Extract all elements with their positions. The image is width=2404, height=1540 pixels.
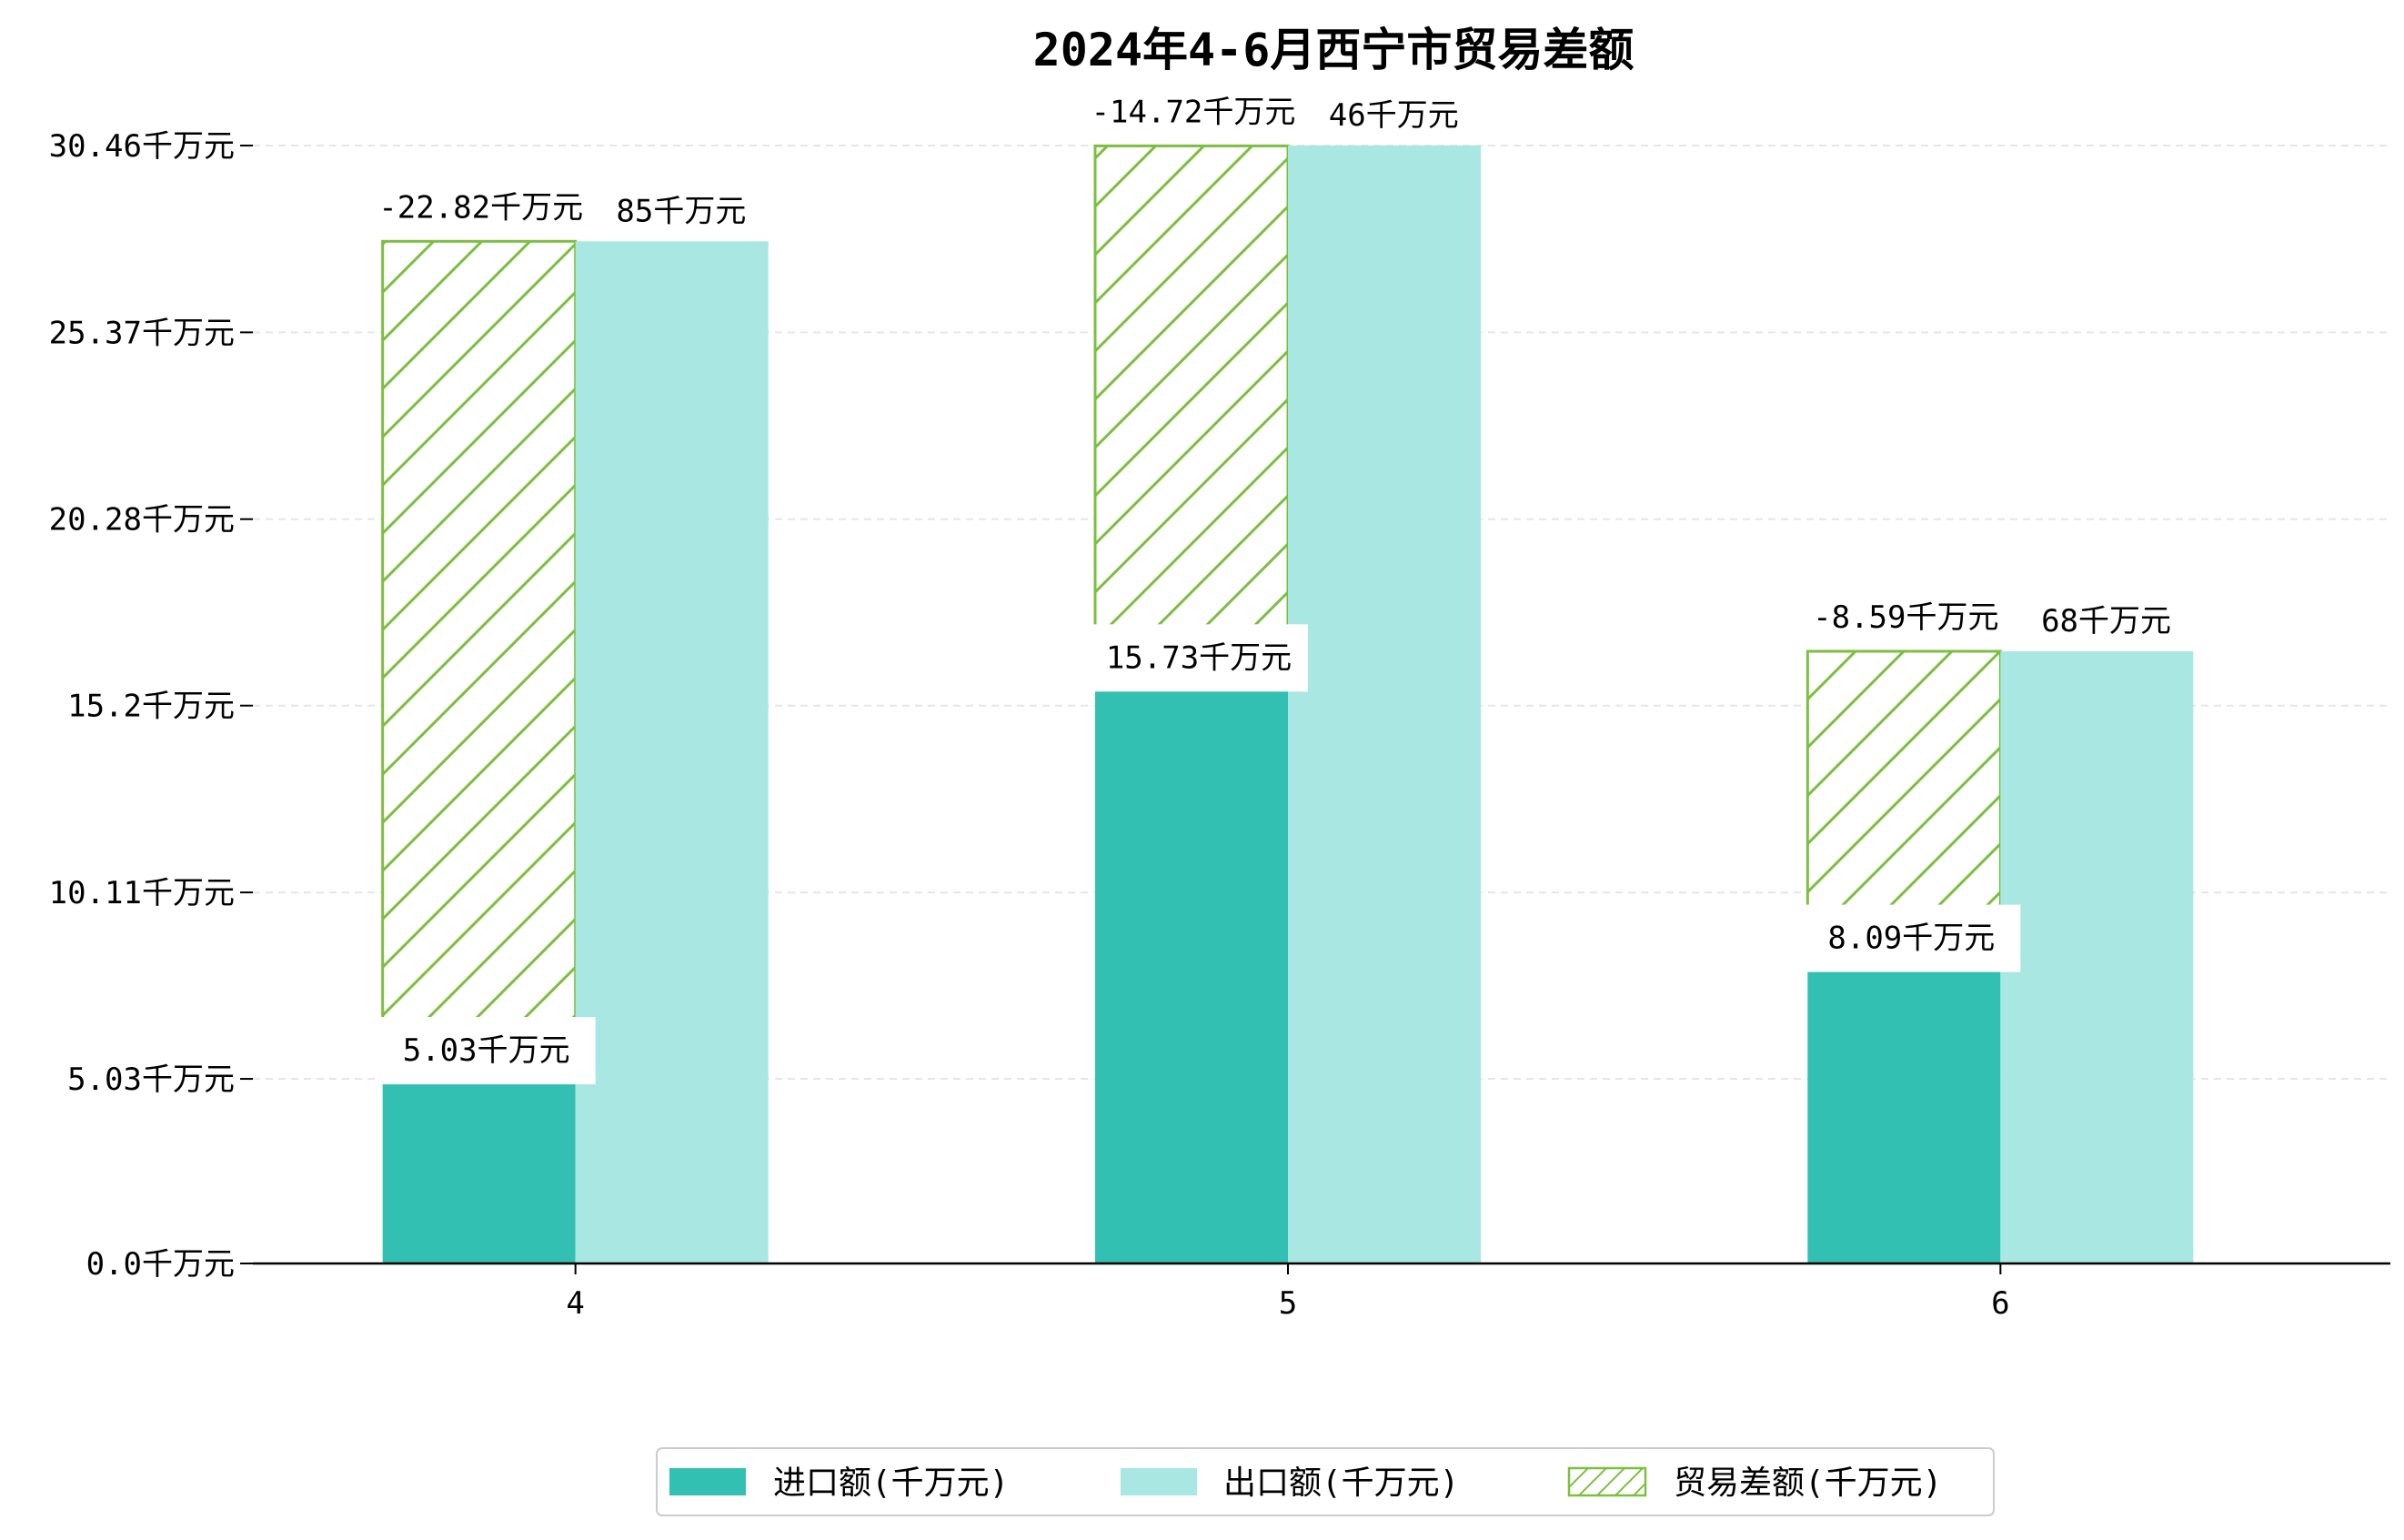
import-value-label: 15.73千万元 (1106, 639, 1292, 676)
data-labels: .85千万元 -22.82千万元 5.03千万元 .46千万元 -14.72千万元 15.… (362, 80, 2171, 1085)
chart-title: 2024年4-6月西宁市贸易差额 (1033, 24, 1635, 76)
import-label-box (1800, 904, 2021, 972)
balance-value-label: -8.59千万元 (1813, 599, 1998, 636)
import-value-label: 5.03千万元 (403, 1032, 570, 1069)
legend-export-label: 出口额(千万元) (1223, 1465, 1459, 1502)
bars (381, 144, 2194, 1264)
balance-value-label: -14.72千万元 (1091, 94, 1296, 130)
export-value-label: .85千万元 (598, 193, 746, 229)
export-bar (1288, 146, 1481, 1263)
trade-balance-bar (1093, 144, 1290, 688)
export-bar (2000, 650, 2194, 1263)
balance-label-box (1075, 80, 1323, 141)
balance-label-box (362, 176, 610, 237)
export-bar (575, 241, 769, 1264)
axes: 0.0千万元 5.03千万元 10.11千万元 15.2千万元 20.28千万元 25.3… (49, 128, 2390, 1322)
y-tick-label: 5.03千万元 (67, 1062, 235, 1098)
import-label-box (1088, 624, 1308, 692)
y-tick-label: 30.46千万元 (49, 128, 235, 165)
import-value-label: 8.09千万元 (1827, 921, 1995, 957)
y-tick-label: 25.37千万元 (49, 315, 235, 351)
x-tick-label: 6 (1991, 1285, 2009, 1322)
import-bar (1807, 966, 2001, 1263)
legend: 进口额(千万元) 出口额(千万元) 贸易差额(千万元) (656, 1447, 1995, 1516)
import-bar (382, 1079, 576, 1263)
legend-balance-label: 贸易差额(千万元) (1674, 1465, 1942, 1502)
legend-balance-swatch (1567, 1466, 1647, 1497)
x-tick-label: 4 (566, 1285, 584, 1322)
legend-import-swatch (669, 1468, 746, 1495)
legend-import-label: 进口额(千万元) (773, 1465, 1009, 1502)
legend-export-swatch (1121, 1468, 1197, 1495)
y-tick-label: 0.0千万元 (86, 1246, 235, 1283)
legend-box (656, 1447, 1995, 1516)
x-tick-label: 5 (1279, 1285, 1297, 1322)
y-tick-label: 15.2千万元 (67, 689, 235, 725)
balance-label-box (1787, 585, 2036, 646)
import-bar (1095, 686, 1288, 1263)
import-label-box (375, 1017, 596, 1085)
export-value-label: .68千万元 (2023, 603, 2171, 639)
export-value-label: .46千万元 (1310, 97, 1458, 134)
y-tick-label: 20.28千万元 (49, 502, 235, 538)
balance-value-label: -22.82千万元 (378, 189, 583, 226)
trade-balance-bar (381, 239, 578, 1081)
y-tick-label: 10.11千万元 (49, 875, 235, 911)
